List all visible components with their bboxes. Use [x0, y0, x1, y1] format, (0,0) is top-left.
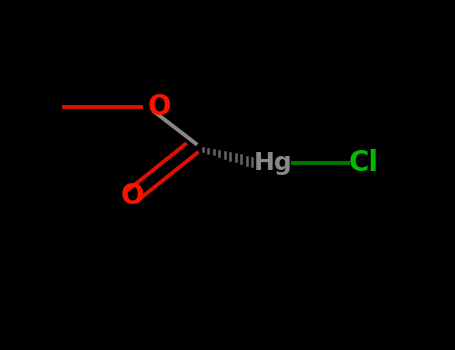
- Text: Cl: Cl: [349, 149, 379, 177]
- Text: Hg: Hg: [253, 151, 293, 175]
- Text: O: O: [120, 182, 144, 210]
- Text: O: O: [147, 93, 171, 121]
